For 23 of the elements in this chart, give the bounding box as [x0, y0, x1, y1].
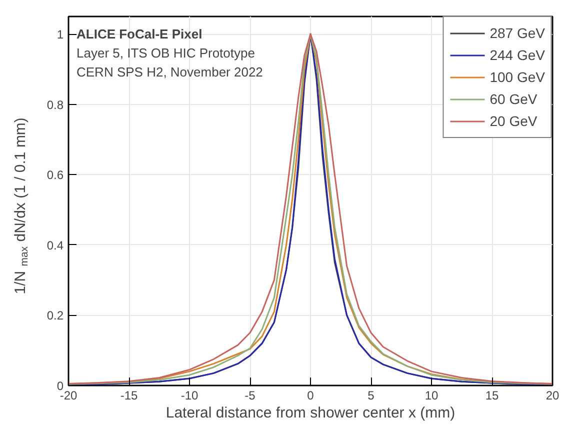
x-tick-label: -10: [180, 388, 198, 402]
x-axis-title: Lateral distance from shower center x (mm): [166, 404, 456, 422]
legend-label: 100 GeV: [490, 69, 545, 85]
legend-label: 244 GeV: [490, 47, 545, 63]
x-tick-label: 15: [485, 388, 499, 402]
y-tick-label: 0.6: [46, 168, 64, 182]
y-axis-title: 1/Nmax dN/dx (1 / 0.1 mm): [12, 118, 30, 294]
legend-label: 20 GeV: [490, 113, 538, 129]
annotation: Layer 5, ITS OB HIC Prototype: [76, 46, 255, 60]
x-tick-label: 0: [307, 388, 314, 402]
y-tick-label: 0.8: [46, 98, 64, 112]
annotation: ALICE FoCal-E Pixel: [76, 26, 202, 42]
y-tick-label: 0.4: [46, 238, 64, 252]
x-tick-label: 10: [424, 388, 438, 402]
x-tick-label: -5: [244, 388, 256, 402]
y-tick-label: 0.2: [46, 308, 64, 323]
legend-label: 287 GeV: [490, 25, 545, 41]
legend-label: 60 GeV: [490, 91, 538, 107]
x-tick-label: 5: [368, 388, 375, 402]
annotation: CERN SPS H2, November 2022: [76, 64, 263, 80]
x-tick-label: -15: [120, 388, 138, 402]
y-tick-label: 1: [56, 28, 64, 42]
x-tick-label: 20: [546, 388, 560, 402]
